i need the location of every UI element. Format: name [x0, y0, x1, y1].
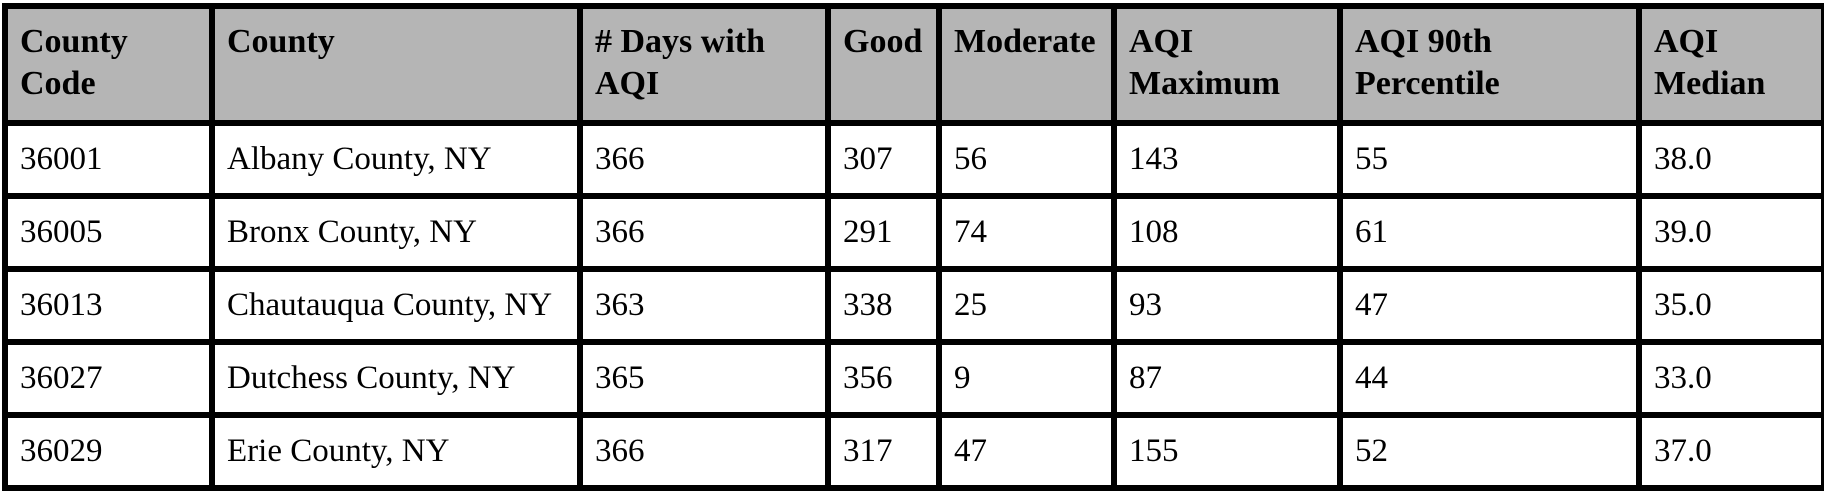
table-row: 36013 Chautauqua County, NY 363 338 25 9…	[2, 266, 1824, 345]
cell-moderate: 74	[936, 193, 1117, 272]
cell-aqi-maximum: 87	[1111, 339, 1343, 418]
cell-county: Albany County, NY	[209, 120, 583, 199]
cell-county-code: 36013	[2, 266, 215, 345]
cell-aqi-median: 33.0	[1636, 339, 1824, 418]
cell-aqi-maximum: 143	[1111, 120, 1343, 199]
cell-county: Bronx County, NY	[209, 193, 583, 272]
column-header-county: County	[209, 3, 583, 126]
column-header-aqi-maximum: AQI Maximum	[1111, 3, 1343, 126]
cell-county: Dutchess County, NY	[209, 339, 583, 418]
table-row: 36001 Albany County, NY 366 307 56 143 5…	[2, 120, 1824, 199]
table-row: 36027 Dutchess County, NY 365 356 9 87 4…	[2, 339, 1824, 418]
cell-aqi-maximum: 93	[1111, 266, 1343, 345]
table-row: 36005 Bronx County, NY 366 291 74 108 61…	[2, 193, 1824, 272]
cell-good: 356	[825, 339, 942, 418]
cell-aqi-90th-percentile: 47	[1337, 266, 1642, 345]
county-aqi-table: County Code County # Days with AQI Good …	[2, 3, 1824, 491]
cell-days-with-aqi: 366	[577, 120, 831, 199]
table-row: 36029 Erie County, NY 366 317 47 155 52 …	[2, 412, 1824, 491]
cell-aqi-median: 39.0	[1636, 193, 1824, 272]
column-header-county-code: County Code	[2, 3, 215, 126]
cell-aqi-maximum: 108	[1111, 193, 1343, 272]
cell-aqi-90th-percentile: 55	[1337, 120, 1642, 199]
cell-good: 291	[825, 193, 942, 272]
column-header-aqi-90th-percentile: AQI 90th Percentile	[1337, 3, 1642, 126]
cell-good: 317	[825, 412, 942, 491]
column-header-good: Good	[825, 3, 942, 126]
header-row: County Code County # Days with AQI Good …	[2, 3, 1824, 126]
cell-good: 307	[825, 120, 942, 199]
cell-days-with-aqi: 366	[577, 412, 831, 491]
cell-moderate: 25	[936, 266, 1117, 345]
cell-days-with-aqi: 366	[577, 193, 831, 272]
cell-aqi-90th-percentile: 44	[1337, 339, 1642, 418]
column-header-days-with-aqi: # Days with AQI	[577, 3, 831, 126]
cell-county-code: 36029	[2, 412, 215, 491]
cell-county-code: 36027	[2, 339, 215, 418]
cell-aqi-median: 37.0	[1636, 412, 1824, 491]
cell-aqi-90th-percentile: 52	[1337, 412, 1642, 491]
cell-aqi-median: 35.0	[1636, 266, 1824, 345]
cell-county-code: 36005	[2, 193, 215, 272]
column-header-moderate: Moderate	[936, 3, 1117, 126]
cell-aqi-90th-percentile: 61	[1337, 193, 1642, 272]
cell-aqi-median: 38.0	[1636, 120, 1824, 199]
column-header-aqi-median: AQI Median	[1636, 3, 1824, 126]
cell-moderate: 56	[936, 120, 1117, 199]
cell-days-with-aqi: 363	[577, 266, 831, 345]
cell-county-code: 36001	[2, 120, 215, 199]
cell-good: 338	[825, 266, 942, 345]
cell-moderate: 47	[936, 412, 1117, 491]
cell-county: Chautauqua County, NY	[209, 266, 583, 345]
cell-moderate: 9	[936, 339, 1117, 418]
cell-days-with-aqi: 365	[577, 339, 831, 418]
cell-county: Erie County, NY	[209, 412, 583, 491]
cell-aqi-maximum: 155	[1111, 412, 1343, 491]
